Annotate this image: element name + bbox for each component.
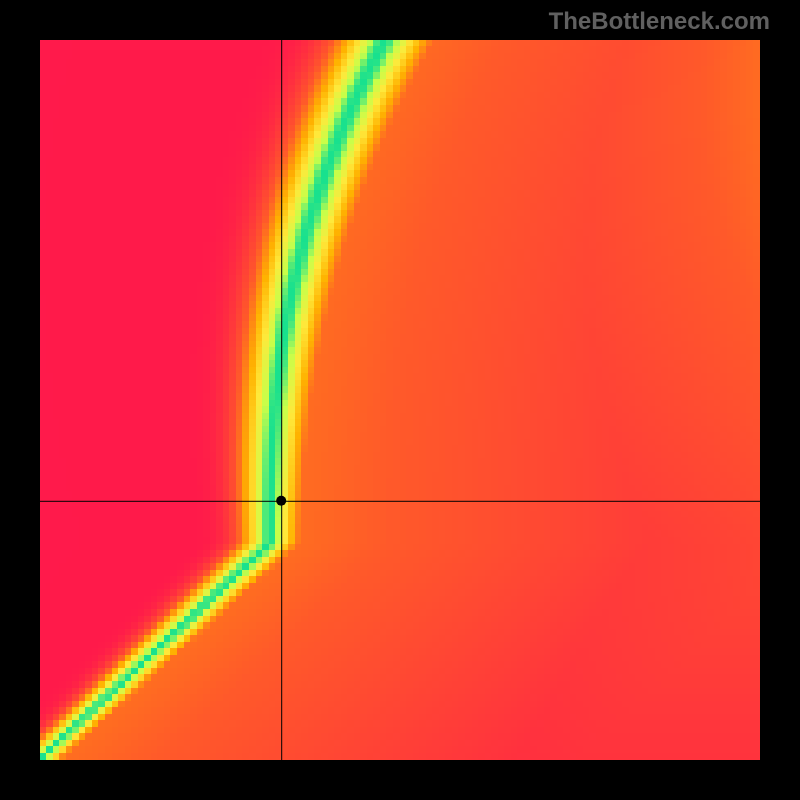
watermark-text: TheBottleneck.com <box>549 8 770 36</box>
bottleneck-heatmap <box>40 40 760 760</box>
